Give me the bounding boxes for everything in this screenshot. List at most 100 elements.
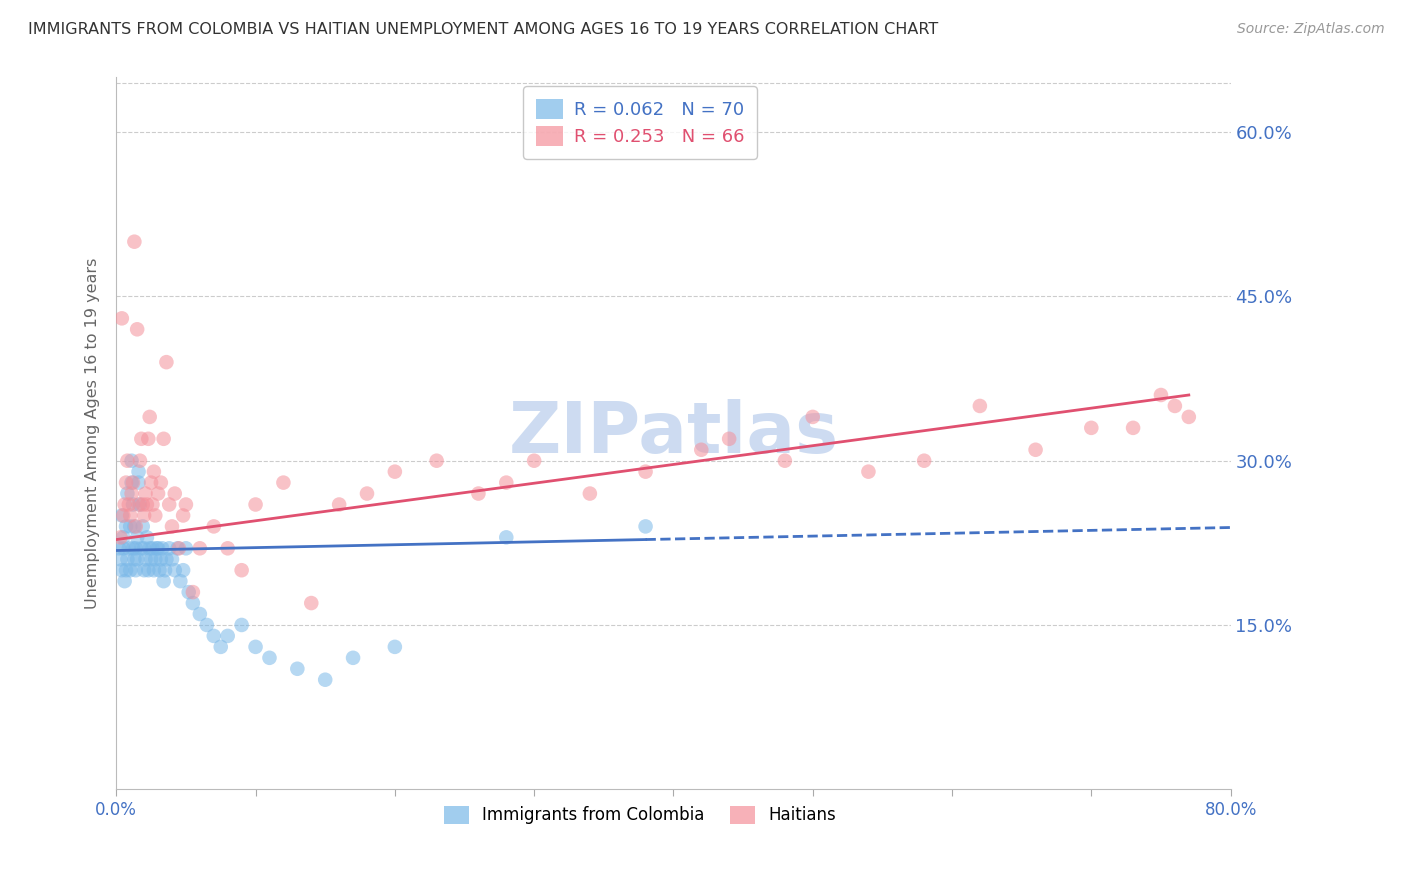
- Point: [467, 486, 489, 500]
- Text: IMMIGRANTS FROM COLOMBIA VS HAITIAN UNEMPLOYMENT AMONG AGES 16 TO 19 YEARS CORRE: IMMIGRANTS FROM COLOMBIA VS HAITIAN UNEM…: [28, 22, 938, 37]
- Point: [142, 465, 165, 479]
- Point: [314, 673, 336, 687]
- Point: [114, 498, 136, 512]
- Point: [858, 465, 880, 479]
- Point: [285, 662, 308, 676]
- Point: [135, 552, 157, 566]
- Point: [108, 541, 131, 556]
- Point: [121, 475, 143, 490]
- Point: [143, 552, 166, 566]
- Point: [384, 465, 406, 479]
- Point: [112, 541, 135, 556]
- Point: [146, 541, 169, 556]
- Point: [157, 541, 180, 556]
- Point: [160, 519, 183, 533]
- Point: [111, 563, 134, 577]
- Point: [163, 486, 186, 500]
- Point: [152, 432, 174, 446]
- Point: [117, 486, 139, 500]
- Point: [115, 563, 138, 577]
- Point: [1178, 409, 1201, 424]
- Point: [139, 475, 162, 490]
- Point: [157, 498, 180, 512]
- Point: [152, 574, 174, 589]
- Point: [115, 475, 138, 490]
- Point: [124, 552, 146, 566]
- Point: [259, 650, 281, 665]
- Point: [231, 618, 253, 632]
- Point: [495, 475, 517, 490]
- Legend: Immigrants from Colombia, Haitians: Immigrants from Colombia, Haitians: [434, 796, 846, 834]
- Point: [136, 563, 159, 577]
- Point: [120, 563, 142, 577]
- Point: [134, 508, 156, 523]
- Point: [118, 498, 141, 512]
- Point: [122, 498, 145, 512]
- Point: [112, 508, 135, 523]
- Point: [134, 541, 156, 556]
- Point: [718, 432, 741, 446]
- Point: [128, 465, 150, 479]
- Point: [115, 519, 138, 533]
- Point: [202, 629, 225, 643]
- Point: [132, 498, 155, 512]
- Text: ZIPatlas: ZIPatlas: [509, 399, 838, 467]
- Point: [202, 519, 225, 533]
- Point: [112, 530, 135, 544]
- Point: [118, 541, 141, 556]
- Y-axis label: Unemployment Among Ages 16 to 19 years: Unemployment Among Ages 16 to 19 years: [86, 258, 100, 609]
- Point: [148, 563, 170, 577]
- Point: [188, 541, 211, 556]
- Point: [135, 530, 157, 544]
- Point: [801, 409, 824, 424]
- Point: [150, 541, 173, 556]
- Point: [111, 311, 134, 326]
- Point: [120, 508, 142, 523]
- Point: [125, 541, 148, 556]
- Point: [117, 453, 139, 467]
- Point: [426, 453, 449, 467]
- Point: [146, 486, 169, 500]
- Point: [120, 519, 142, 533]
- Point: [634, 519, 657, 533]
- Point: [128, 475, 150, 490]
- Point: [114, 574, 136, 589]
- Point: [127, 530, 149, 544]
- Point: [110, 552, 132, 566]
- Point: [127, 322, 149, 336]
- Point: [299, 596, 322, 610]
- Point: [245, 498, 267, 512]
- Point: [128, 498, 150, 512]
- Point: [690, 442, 713, 457]
- Point: [174, 541, 197, 556]
- Point: [139, 552, 162, 566]
- Point: [125, 519, 148, 533]
- Point: [141, 541, 163, 556]
- Point: [181, 585, 204, 599]
- Text: Source: ZipAtlas.com: Source: ZipAtlas.com: [1237, 22, 1385, 37]
- Point: [111, 508, 134, 523]
- Point: [579, 486, 602, 500]
- Point: [273, 475, 295, 490]
- Point: [195, 618, 218, 632]
- Point: [209, 640, 232, 654]
- Point: [149, 552, 172, 566]
- Point: [117, 552, 139, 566]
- Point: [773, 453, 796, 467]
- Point: [181, 596, 204, 610]
- Point: [1150, 388, 1173, 402]
- Point: [188, 607, 211, 621]
- Point: [495, 530, 517, 544]
- Point: [122, 541, 145, 556]
- Point: [134, 563, 156, 577]
- Point: [141, 498, 163, 512]
- Point: [167, 541, 190, 556]
- Point: [155, 552, 177, 566]
- Point: [122, 475, 145, 490]
- Point: [217, 629, 239, 643]
- Point: [149, 475, 172, 490]
- Point: [124, 519, 146, 533]
- Point: [169, 574, 191, 589]
- Point: [136, 432, 159, 446]
- Point: [174, 498, 197, 512]
